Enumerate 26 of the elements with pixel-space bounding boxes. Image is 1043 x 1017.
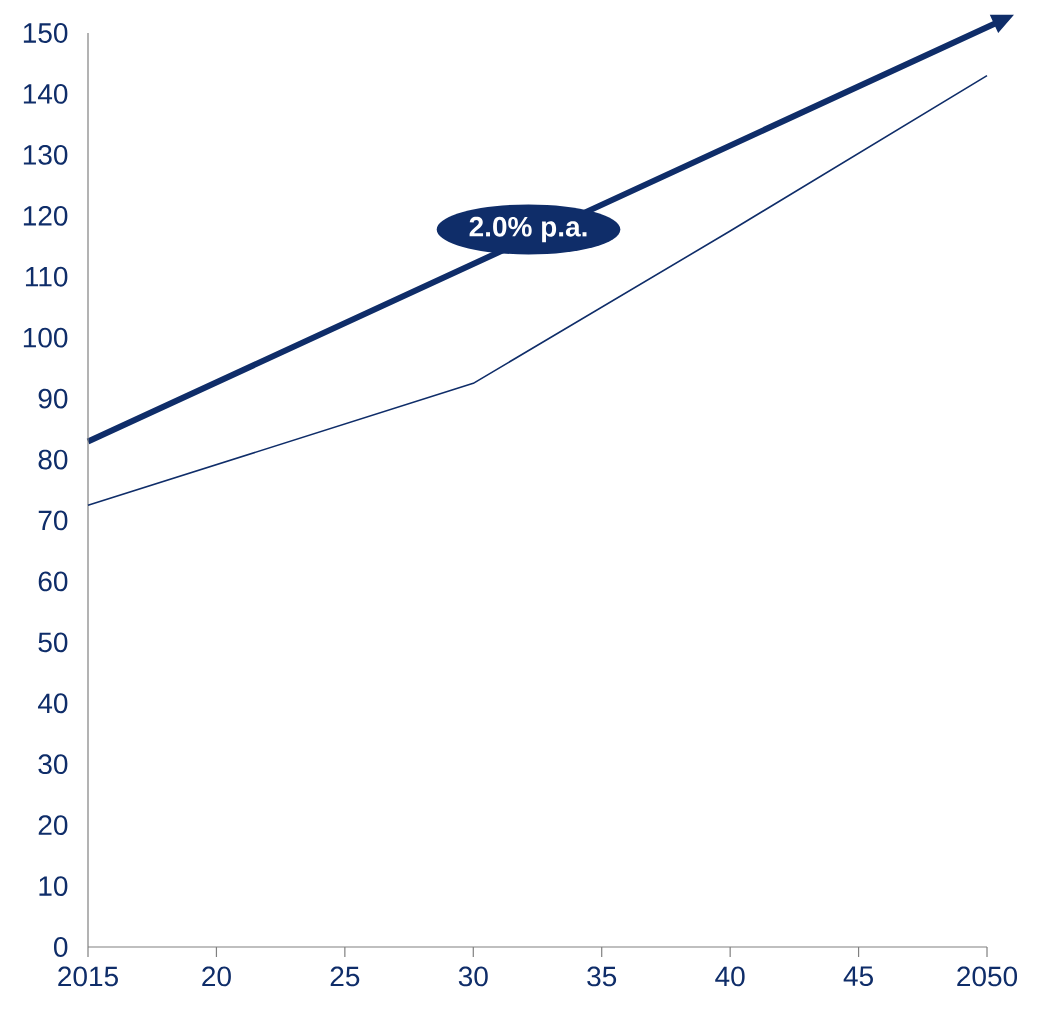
x-tick-label: 45	[843, 966, 873, 987]
y-tick-label: 0	[54, 937, 68, 957]
x-tick-label: 30	[458, 966, 488, 987]
line-series	[87, 74, 988, 507]
y-tick-label: 30	[38, 754, 68, 775]
x-tick-label: 35	[587, 966, 617, 987]
x-tick-label: 20	[202, 966, 231, 987]
y-tick-label: 60	[38, 571, 68, 592]
y-tick-label: 10	[39, 876, 68, 896]
y-tick-label: 120	[23, 205, 68, 226]
y-tick-label: 70	[38, 510, 68, 531]
annotation: 2.0% p.a.	[469, 216, 587, 243]
y-tick-label: 20	[38, 815, 68, 836]
y-tick-label: 110	[25, 266, 68, 287]
y-tick-label: 90	[38, 388, 68, 409]
x-tick-label: 25	[330, 966, 360, 987]
y-tick-label: 40	[37, 693, 68, 714]
y-tick-label: 130	[23, 144, 68, 165]
y-tick-label: 150	[23, 23, 68, 43]
y-tick-label: 50	[38, 632, 68, 653]
x-tick-label: 2015	[58, 966, 118, 987]
x-tick-label: 40	[715, 966, 745, 987]
y-tick-label: 100	[23, 327, 68, 348]
y-tick-label: 140	[23, 84, 68, 104]
y-tick-label: 80	[38, 449, 68, 470]
x-tick-label: 2050	[957, 966, 1018, 987]
